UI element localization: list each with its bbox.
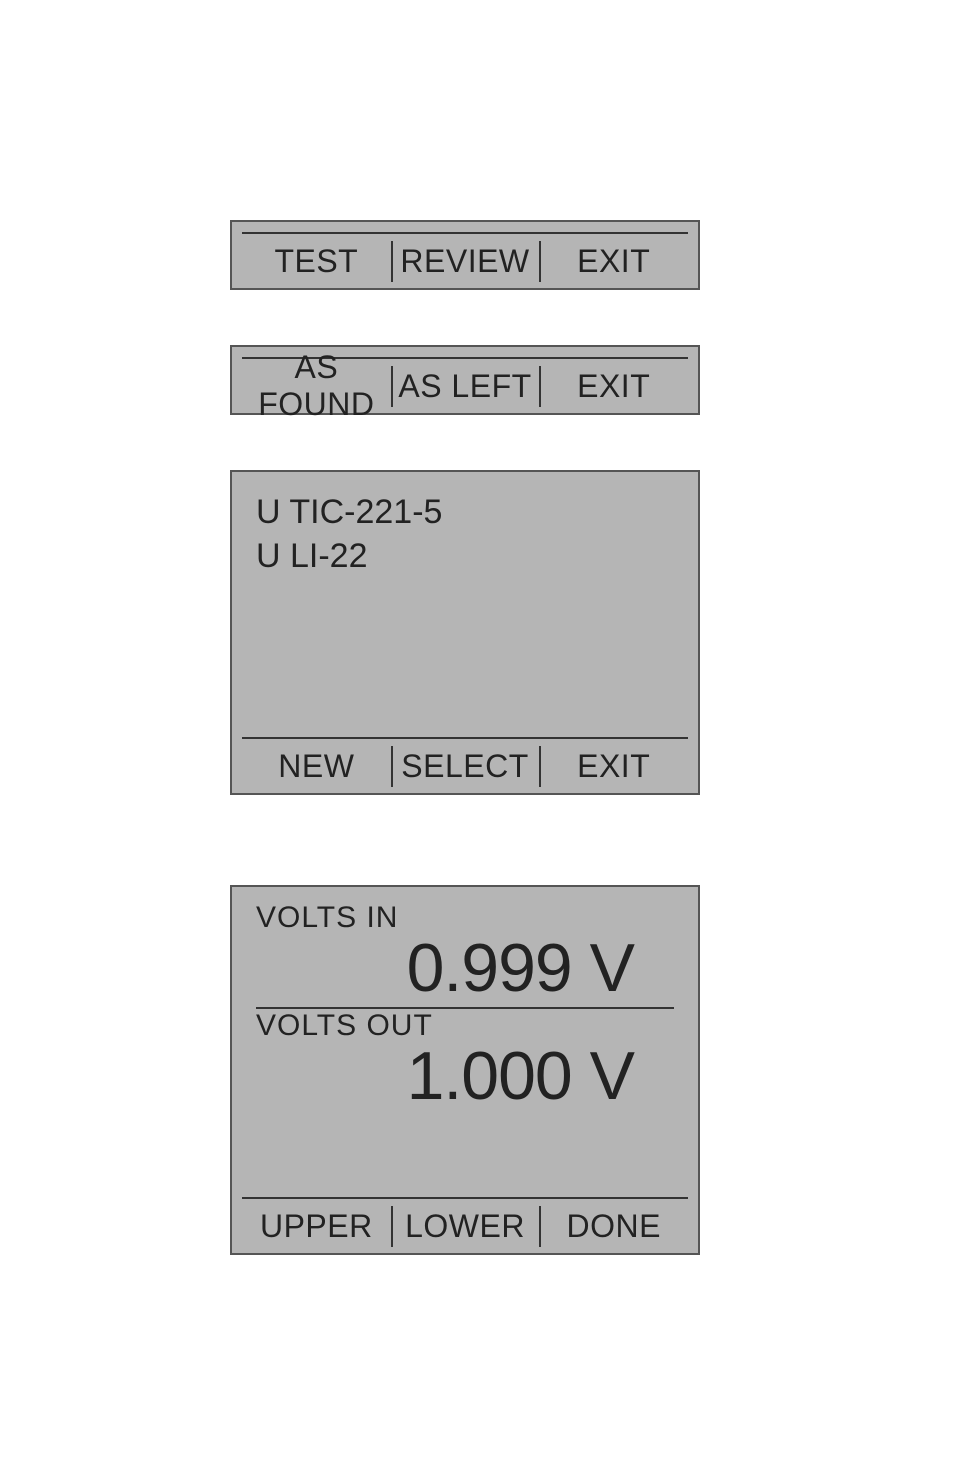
tag-item-1[interactable]: U TIC-221-5 [256,490,674,534]
tag-list-panel: U TIC-221-5 U LI-22 NEW SELECT EXIT [230,470,700,795]
button-row: NEW SELECT EXIT [242,737,688,793]
menu-panel-1: TEST REVIEW EXIT [230,220,700,290]
volts-out-value: 1.000 V [256,1037,674,1115]
menu-panel-2: AS FOUND AS LEFT EXIT [230,345,700,415]
new-button[interactable]: NEW [242,740,391,793]
button-row: UPPER LOWER DONE [242,1197,688,1253]
test-button[interactable]: TEST [242,235,391,288]
tag-item-2[interactable]: U LI-22 [256,534,674,578]
exit-button[interactable]: EXIT [539,235,688,288]
select-button[interactable]: SELECT [391,740,540,793]
exit-button[interactable]: EXIT [539,740,688,793]
button-row: AS FOUND AS LEFT EXIT [242,357,688,413]
as-left-button[interactable]: AS LEFT [391,360,540,413]
tag-list: U TIC-221-5 U LI-22 [232,472,698,737]
upper-button[interactable]: UPPER [242,1200,391,1253]
lower-button[interactable]: LOWER [391,1200,540,1253]
volts-in-section: VOLTS IN 0.999 V VOLTS OUT 1.000 V [232,887,698,1197]
as-found-button[interactable]: AS FOUND [242,341,391,431]
volts-in-value: 0.999 V [256,929,674,1009]
volts-panel: VOLTS IN 0.999 V VOLTS OUT 1.000 V UPPER… [230,885,700,1255]
exit-button[interactable]: EXIT [539,360,688,413]
button-row: TEST REVIEW EXIT [242,232,688,288]
review-button[interactable]: REVIEW [391,235,540,288]
done-button[interactable]: DONE [539,1200,688,1253]
